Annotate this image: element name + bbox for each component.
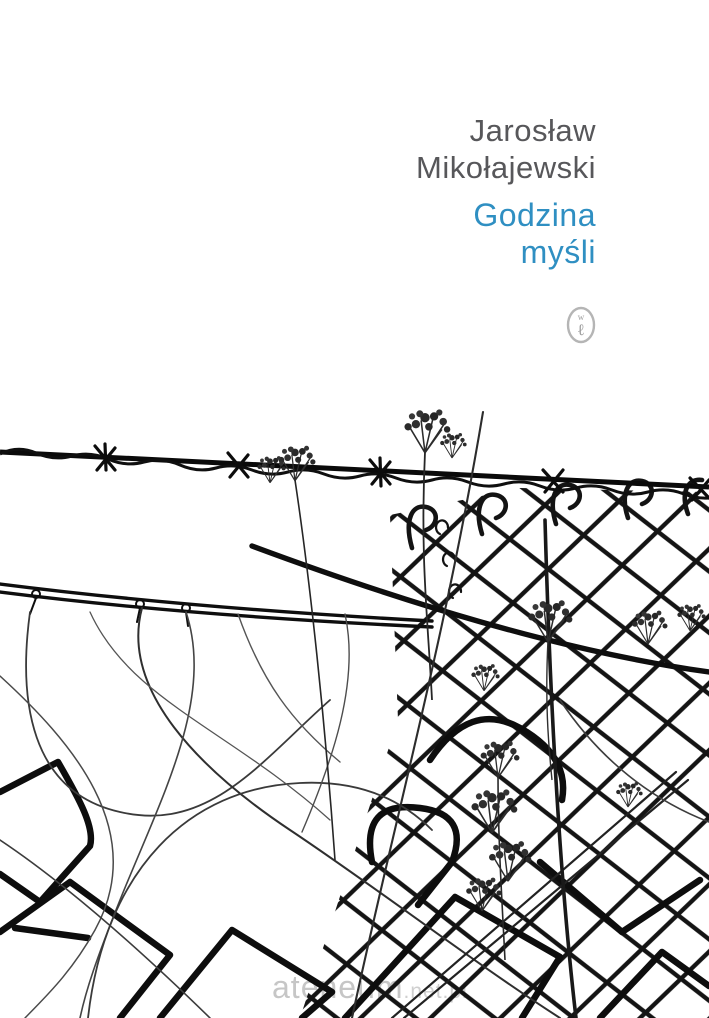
sagging-double-wire [0, 543, 709, 675]
plant-silhouettes [256, 408, 707, 961]
wire-twist [0, 447, 709, 500]
title-line-1: Godzina [473, 197, 596, 233]
wire-barbs [93, 442, 709, 502]
watermark: ateneum .net.pl [272, 969, 468, 1006]
chain-link-mesh [0, 477, 709, 1018]
title-block: Jarosław Mikołajewski Godzina myśli [416, 112, 596, 271]
watermark-site-name: ateneum [272, 969, 404, 1005]
logo-oval [566, 306, 596, 344]
mesh-top-hooks [406, 477, 705, 600]
title-line-2: myśli [520, 234, 596, 270]
book-title: Godzina myśli [416, 197, 596, 271]
tangled-wires [0, 410, 709, 1018]
wire-ties [29, 589, 191, 627]
author-line-1: Jarosław [469, 113, 596, 148]
author-line-2: Mikołajewski [416, 150, 596, 185]
logo-letter-top: w [578, 312, 585, 322]
thick-cable [249, 543, 709, 675]
author-name: Jarosław Mikołajewski [416, 112, 596, 186]
logo-letter-bottom: ℓ [577, 320, 585, 339]
watermark-domain-suffix: .net.pl [403, 980, 468, 1003]
publisher-logo-icon: w ℓ [566, 306, 596, 344]
barbed-wire [0, 442, 709, 502]
